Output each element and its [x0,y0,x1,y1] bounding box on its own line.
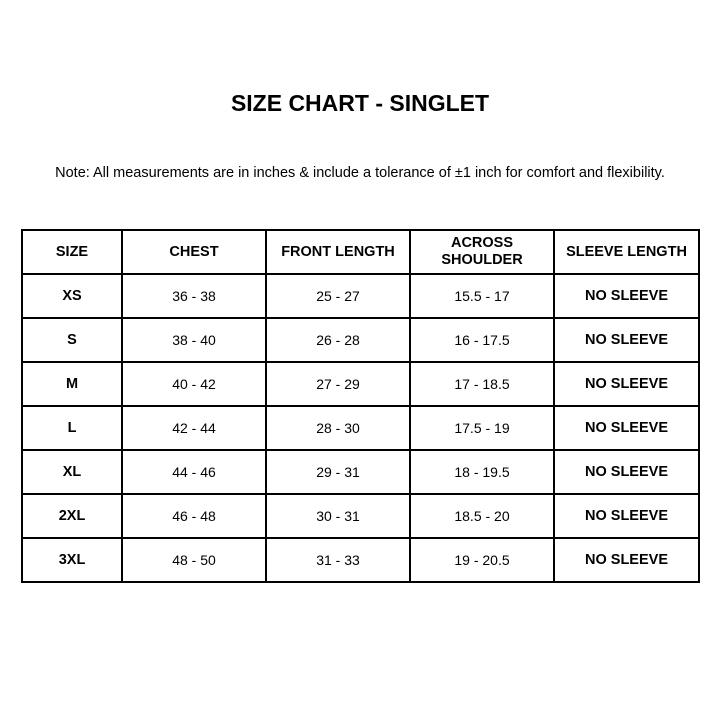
size-chart-table: SIZE CHEST FRONT LENGTH ACROSS SHOULDER … [21,229,700,583]
cell-front-length: 30 - 31 [265,493,411,539]
cell-size: L [21,405,123,451]
cell-across-shoulder: 17 - 18.5 [409,361,555,407]
cell-sleeve-length: NO SLEEVE [553,537,700,583]
table-row: 2XL 46 - 48 30 - 31 18.5 - 20 NO SLEEVE [21,493,700,539]
cell-across-shoulder: 17.5 - 19 [409,405,555,451]
cell-sleeve-length: NO SLEEVE [553,493,700,539]
cell-size: M [21,361,123,407]
cell-across-shoulder: 18.5 - 20 [409,493,555,539]
cell-sleeve-length: NO SLEEVE [553,449,700,495]
header-sleeve-length: SLEEVE LENGTH [553,229,700,275]
header-row: SIZE CHEST FRONT LENGTH ACROSS SHOULDER … [21,229,700,275]
cell-front-length: 26 - 28 [265,317,411,363]
cell-chest: 48 - 50 [121,537,267,583]
page-title: SIZE CHART - SINGLET [230,90,490,116]
cell-chest: 44 - 46 [121,449,267,495]
cell-chest: 46 - 48 [121,493,267,539]
cell-front-length: 27 - 29 [265,361,411,407]
cell-across-shoulder: 16 - 17.5 [409,317,555,363]
cell-size: 3XL [21,537,123,583]
cell-size: XS [21,273,123,319]
table-row: XS 36 - 38 25 - 27 15.5 - 17 NO SLEEVE [21,273,700,319]
cell-chest: 42 - 44 [121,405,267,451]
table-row: M 40 - 42 27 - 29 17 - 18.5 NO SLEEVE [21,361,700,407]
cell-size: 2XL [21,493,123,539]
cell-sleeve-length: NO SLEEVE [553,361,700,407]
cell-front-length: 29 - 31 [265,449,411,495]
table-row: 3XL 48 - 50 31 - 33 19 - 20.5 NO SLEEVE [21,537,700,583]
cell-front-length: 28 - 30 [265,405,411,451]
cell-chest: 38 - 40 [121,317,267,363]
cell-size: XL [21,449,123,495]
cell-across-shoulder: 19 - 20.5 [409,537,555,583]
table-body: XS 36 - 38 25 - 27 15.5 - 17 NO SLEEVE S 38 - … [21,273,700,583]
table-row: S 38 - 40 26 - 28 16 - 17.5 NO SLEEVE [21,317,700,363]
table-row: L 42 - 44 28 - 30 17.5 - 19 NO SLEEVE [21,405,700,451]
header-front-length: FRONT LENGTH [265,229,411,275]
cell-across-shoulder: 18 - 19.5 [409,449,555,495]
table-row: XL 44 - 46 29 - 31 18 - 19.5 NO SLEEVE [21,449,700,495]
cell-chest: 36 - 38 [121,273,267,319]
cell-front-length: 31 - 33 [265,537,411,583]
measurement-note: Note: All measurements are in inches & i… [55,165,665,181]
cell-sleeve-length: NO SLEEVE [553,405,700,451]
header-chest: CHEST [121,229,267,275]
cell-sleeve-length: NO SLEEVE [553,317,700,363]
cell-chest: 40 - 42 [121,361,267,407]
cell-size: S [21,317,123,363]
cell-sleeve-length: NO SLEEVE [553,273,700,319]
cell-across-shoulder: 15.5 - 17 [409,273,555,319]
header-across-shoulder: ACROSS SHOULDER [409,229,555,275]
header-size: SIZE [21,229,123,275]
cell-front-length: 25 - 27 [265,273,411,319]
